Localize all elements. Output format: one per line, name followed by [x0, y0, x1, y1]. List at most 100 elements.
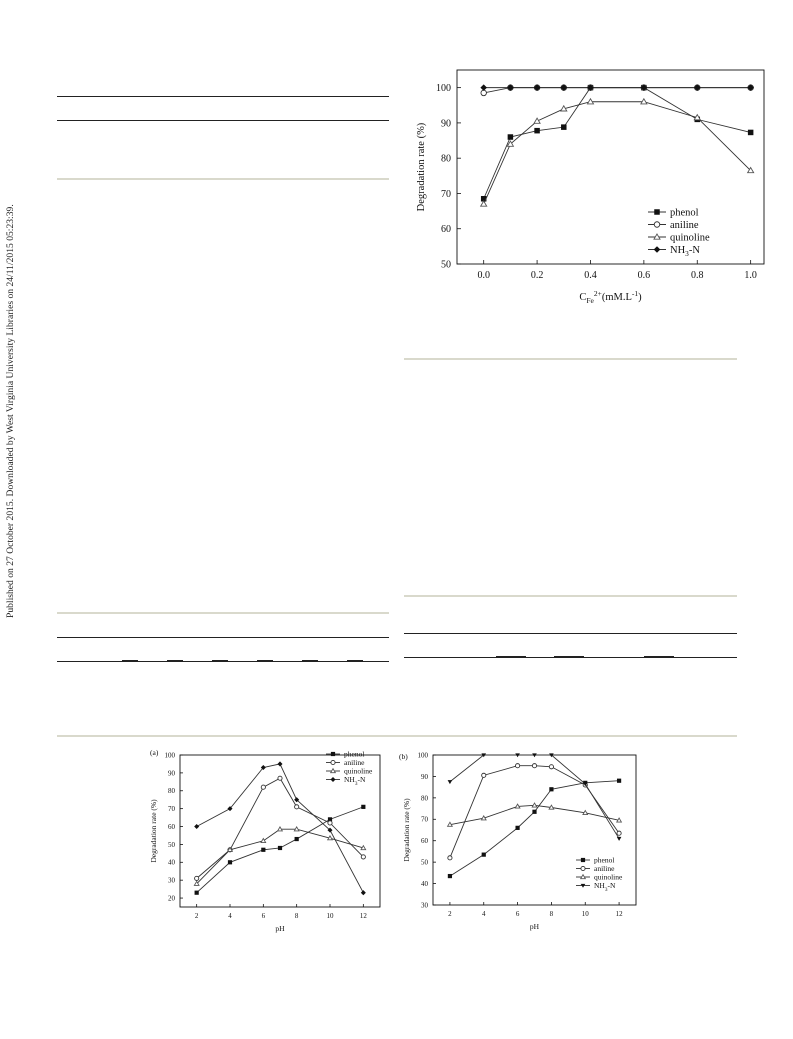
data-point: [586, 97, 595, 105]
series-nh3-n: [194, 761, 366, 896]
data-point: [480, 195, 487, 202]
legend-label: quinoline: [344, 767, 373, 776]
x-axis-label: CFe2+(mM.L-1): [579, 289, 642, 305]
data-point: [261, 847, 266, 852]
data-point: [326, 834, 334, 841]
table-header-underline: [57, 660, 389, 662]
legend-marker: [579, 873, 587, 880]
data-point: [294, 836, 299, 842]
ph-chart-a: 20 30 40 50 60 70 80 90 100 2 4 6 8 10 12 Degradation r…: [149, 748, 381, 933]
table-top-rule: [57, 96, 389, 97]
data-point: [446, 821, 454, 827]
x-tick-label: 0.4: [584, 270, 597, 281]
data-point: [561, 124, 567, 130]
data-point: [360, 844, 367, 851]
data-point: [479, 200, 488, 207]
data-point: [615, 817, 623, 823]
x-axis-label: pH: [530, 922, 540, 931]
panel-label: (a): [150, 748, 159, 757]
legend-marker: [330, 751, 336, 757]
data-point: [360, 854, 366, 860]
data-point: [194, 824, 200, 830]
y-tick-label: 60: [441, 224, 451, 235]
data-point: [327, 817, 333, 822]
data-point: [277, 845, 283, 851]
series-quinoline: [479, 97, 755, 207]
data-point: [327, 820, 333, 826]
ph-chart-b: 30 40 50 60 70 80 90 100 2 4 6 8 10 12 Degradation rat…: [399, 751, 637, 931]
y-tick-label: 100: [436, 83, 451, 94]
legend-marker: [330, 776, 336, 783]
y-tick-label: 90: [421, 773, 429, 781]
data-point: [548, 804, 555, 810]
y-tick-label: 40: [168, 859, 176, 867]
data-point: [532, 753, 537, 758]
y-tick-label: 80: [421, 794, 429, 802]
y-tick-label: 70: [168, 805, 176, 813]
legend-marker: [580, 857, 586, 863]
series-line: [483, 87, 751, 94]
x-tick-label: 6: [516, 910, 520, 918]
y-tick-label: 70: [421, 816, 429, 824]
data-point: [616, 778, 622, 783]
data-point: [447, 780, 453, 785]
x-tick-label: 4: [482, 910, 486, 918]
data-point: [507, 134, 514, 140]
data-point: [532, 809, 537, 814]
data-point: [531, 763, 538, 769]
y-tick-label: 40: [421, 880, 429, 888]
data-point: [640, 84, 648, 91]
y-tick-label: 50: [441, 260, 451, 271]
data-point: [533, 84, 541, 91]
x-tick-label: 12: [616, 910, 624, 918]
data-point: [480, 84, 487, 91]
legend-marker: [329, 767, 337, 774]
table-header-rule: [57, 120, 389, 121]
section-separator: [57, 178, 389, 180]
plot-frame: [456, 69, 765, 265]
y-axis-label: Degradation rate (%): [402, 798, 411, 862]
data-point: [276, 826, 284, 832]
data-point: [582, 782, 588, 787]
data-point: [549, 787, 554, 792]
data-point: [559, 104, 568, 112]
data-point: [480, 89, 487, 97]
data-point: [534, 127, 540, 134]
data-point: [693, 84, 701, 91]
series-nh3-n: [480, 84, 754, 91]
plot-frame: [432, 754, 637, 906]
y-tick-label: 90: [441, 118, 451, 129]
data-point: [616, 836, 622, 841]
x-tick-label: 8: [550, 910, 554, 918]
x-axis-label: pH: [275, 924, 285, 933]
table-header-underline: [404, 656, 737, 658]
legend-label: NH3-N: [594, 881, 616, 893]
data-point: [515, 753, 520, 758]
series-phenol: [480, 84, 754, 202]
section-separator: [404, 595, 737, 597]
panel-label: (b): [399, 752, 408, 761]
legend-label: phenol: [670, 208, 699, 219]
data-point: [260, 837, 267, 843]
section-separator: [57, 612, 389, 614]
data-point: [747, 84, 754, 91]
legend-label: phenol: [594, 856, 614, 865]
data-point: [480, 815, 487, 821]
data-point: [227, 860, 233, 865]
legend-label: phenol: [344, 750, 364, 759]
plot-frame: [179, 754, 381, 908]
data-point: [560, 84, 568, 91]
data-point: [531, 802, 538, 808]
data-point: [447, 855, 453, 861]
x-tick-label: 6: [262, 912, 266, 920]
data-point: [515, 825, 520, 830]
x-tick-label: 8: [295, 912, 299, 920]
data-point: [260, 784, 266, 790]
data-point: [294, 804, 300, 810]
data-point: [514, 803, 521, 809]
x-tick-label: 10: [327, 912, 335, 920]
data-point: [294, 797, 300, 803]
data-point: [747, 129, 754, 136]
